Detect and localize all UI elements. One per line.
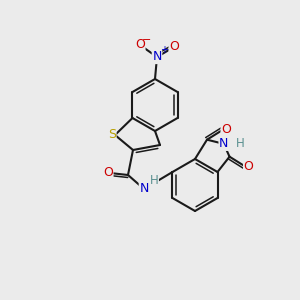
Text: O: O xyxy=(221,123,231,136)
Text: S: S xyxy=(108,128,116,142)
Text: +: + xyxy=(160,45,168,55)
Text: N: N xyxy=(139,182,149,196)
Text: N: N xyxy=(152,50,162,64)
Text: O: O xyxy=(135,38,145,52)
Text: −: − xyxy=(142,35,152,45)
Text: H: H xyxy=(236,137,244,150)
Text: N: N xyxy=(219,137,228,150)
Text: O: O xyxy=(169,40,179,53)
Text: O: O xyxy=(103,167,113,179)
Text: O: O xyxy=(244,160,254,173)
Text: H: H xyxy=(150,175,158,188)
